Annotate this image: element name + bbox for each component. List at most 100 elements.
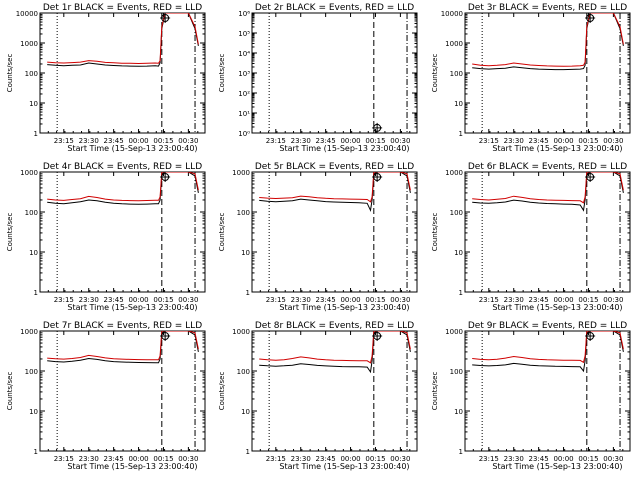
panel-det-1r: Det 1r BLACK = Events, RED = LLD 1 10 100 10…: [6, 3, 206, 153]
x-tick-label: 23:30: [79, 296, 99, 304]
y-tick-label: 100: [25, 209, 38, 217]
y-axis-label: Counts/sec: [431, 54, 439, 93]
y-tick-label: 100: [237, 368, 250, 376]
x-tick-label: 00:15: [578, 296, 598, 304]
lld-series-line: [47, 13, 199, 65]
y-axis-label: Counts/sec: [218, 213, 226, 252]
x-tick-label: 00:15: [365, 296, 385, 304]
x-tick-label: 23:30: [79, 455, 99, 463]
y-tick-label: 100: [237, 209, 250, 217]
y-tick-label: 10⁴: [238, 50, 250, 58]
y-tick-label: 10: [454, 100, 463, 108]
lld-series-line: [47, 331, 199, 361]
x-axis-label: Start Time (15-Sep-13 23:00:40): [279, 462, 409, 471]
x-tick-label: 00:30: [390, 455, 410, 463]
y-tick-label: 1: [34, 448, 38, 456]
y-axis-label: Counts/sec: [431, 372, 439, 411]
events-series-line: [472, 331, 624, 373]
panel-title: Det 6r BLACK = Events, RED = LLD: [468, 162, 627, 172]
y-tick-label: 100: [450, 70, 463, 78]
x-tick-label: 23:45: [316, 455, 336, 463]
events-series-line: [47, 331, 199, 364]
y-tick-label: 10: [454, 408, 463, 416]
panel-det-2r: Det 2r BLACK = Events, RED = LLD 10⁰ 10¹ 10…: [218, 3, 418, 153]
x-tick-label: 23:15: [479, 455, 499, 463]
x-axis-label: Start Time (15-Sep-13 23:00:40): [492, 144, 622, 153]
x-tick-label: 00:15: [153, 455, 173, 463]
lld-series-line: [472, 331, 624, 364]
y-axis-label: Counts/sec: [431, 213, 439, 252]
lld-series-line: [472, 172, 624, 204]
x-axis-label: Start Time (15-Sep-13 23:00:40): [67, 303, 197, 312]
panel-det-3r: Det 3r BLACK = Events, RED = LLD 1 10 100 10…: [431, 3, 631, 153]
events-series-line: [259, 331, 411, 374]
y-tick-label: 10: [454, 249, 463, 257]
x-tick-label: 23:30: [291, 455, 311, 463]
y-tick-label: 1000: [445, 169, 463, 177]
panel-title: Det 1r BLACK = Events, RED = LLD: [43, 3, 202, 13]
x-tick-label: 00:30: [603, 296, 623, 304]
panel-title: Det 4r BLACK = Events, RED = LLD: [43, 162, 202, 172]
y-tick-label: 10: [29, 408, 38, 416]
plot-frame: [251, 330, 418, 452]
panel-det-9r: Det 9r BLACK = Events, RED = LLD 1 10 100 10…: [431, 321, 631, 471]
y-tick-label: 1: [246, 448, 250, 456]
x-axis-label: Start Time (15-Sep-13 23:00:40): [67, 144, 197, 153]
y-tick-label: 1000: [232, 328, 250, 336]
plot-frame: [464, 330, 631, 452]
events-series-line: [47, 13, 199, 67]
x-tick-label: 23:15: [54, 455, 74, 463]
y-tick-label: 1: [459, 130, 463, 138]
panel-title: Det 7r BLACK = Events, RED = LLD: [43, 321, 202, 331]
x-axis-label: Start Time (15-Sep-13 23:00:40): [492, 462, 622, 471]
x-tick-label: 00:00: [128, 296, 148, 304]
plot-frame: [251, 171, 418, 293]
y-tick-label: 10: [241, 408, 250, 416]
x-tick-label: 00:15: [153, 296, 173, 304]
x-tick-label: 23:15: [54, 296, 74, 304]
y-tick-label: 1000: [445, 40, 463, 48]
panel-det-8r: Det 8r BLACK = Events, RED = LLD 1 10 100 10…: [218, 321, 418, 471]
events-series-line: [47, 172, 199, 205]
y-axis-label: Counts/sec: [6, 213, 14, 252]
x-tick-label: 23:15: [266, 296, 286, 304]
panel-title: Det 5r BLACK = Events, RED = LLD: [255, 162, 414, 172]
y-tick-label: 1000: [20, 40, 38, 48]
y-tick-label: 1: [34, 289, 38, 297]
panel-det-7r: Det 7r BLACK = Events, RED = LLD 1 10 100 10…: [6, 321, 206, 471]
y-tick-label: 1000: [20, 169, 38, 177]
events-series-line: [472, 13, 624, 71]
x-tick-label: 23:15: [54, 137, 74, 145]
x-axis-label: Start Time (15-Sep-13 23:00:40): [67, 462, 197, 471]
y-tick-label: 10: [29, 249, 38, 257]
x-tick-label: 23:45: [104, 455, 124, 463]
y-tick-label: 10²: [238, 90, 250, 98]
x-tick-label: 00:00: [553, 455, 573, 463]
panel-title: Det 3r BLACK = Events, RED = LLD: [468, 3, 627, 13]
x-tick-label: 00:30: [603, 137, 623, 145]
x-tick-label: 00:00: [340, 455, 360, 463]
x-tick-label: 00:15: [153, 137, 173, 145]
x-tick-label: 00:00: [340, 296, 360, 304]
x-tick-label: 00:30: [178, 455, 198, 463]
x-tick-label: 23:45: [104, 137, 124, 145]
y-tick-label: 1000: [445, 328, 463, 336]
y-tick-label: 10000: [441, 10, 463, 18]
x-tick-label: 23:30: [291, 296, 311, 304]
x-tick-label: 23:45: [529, 296, 549, 304]
x-tick-label: 23:30: [504, 137, 524, 145]
x-tick-label: 23:15: [266, 455, 286, 463]
plot-frame: [251, 12, 418, 134]
x-tick-label: 00:30: [178, 137, 198, 145]
y-tick-label: 1: [34, 130, 38, 138]
x-tick-label: 00:15: [578, 137, 598, 145]
x-tick-label: 00:00: [340, 137, 360, 145]
y-tick-label: 10⁶: [238, 10, 250, 18]
y-tick-label: 100: [450, 368, 463, 376]
x-tick-label: 23:30: [504, 455, 524, 463]
x-tick-label: 23:15: [479, 296, 499, 304]
y-axis-label: Counts/sec: [6, 54, 14, 93]
x-tick-label: 00:15: [578, 455, 598, 463]
x-tick-label: 23:15: [479, 137, 499, 145]
